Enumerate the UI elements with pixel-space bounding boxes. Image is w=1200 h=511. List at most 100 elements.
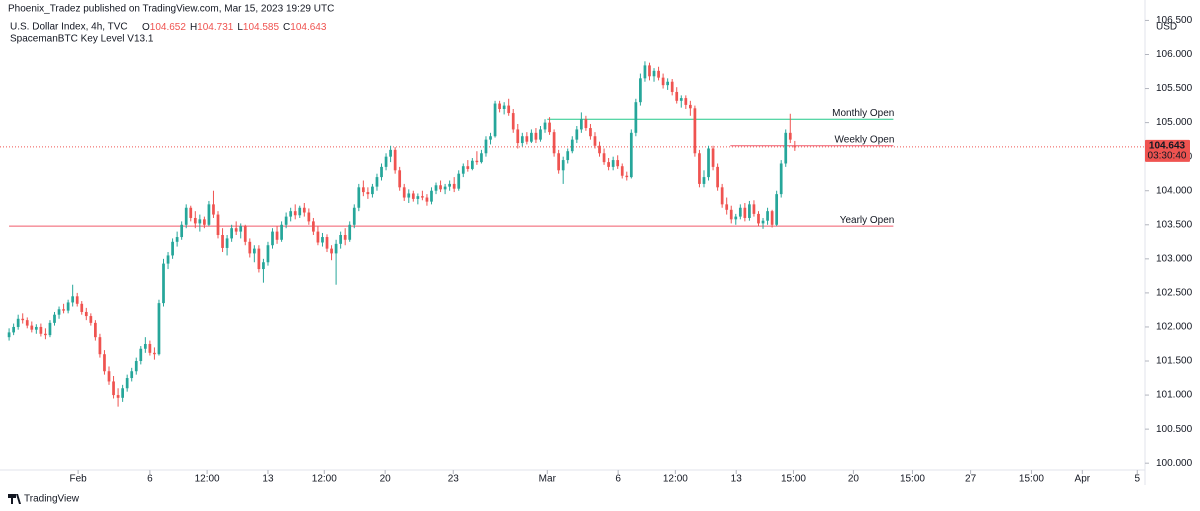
candle-body <box>648 65 651 77</box>
candle-body <box>357 187 361 208</box>
y-tick-label: 103.000 <box>1156 253 1193 264</box>
candle-body <box>661 77 665 86</box>
candle-body <box>775 194 779 225</box>
candle-body <box>652 70 656 77</box>
x-tick-label: 12:00 <box>195 474 220 485</box>
candle-body <box>184 207 188 225</box>
candle-body <box>575 129 579 140</box>
candle-body <box>66 302 70 311</box>
candle-body <box>784 132 788 164</box>
candle-body <box>480 153 483 163</box>
candle-body <box>611 160 615 167</box>
candle-body <box>643 65 647 79</box>
candle-body <box>425 197 429 202</box>
candle-body <box>461 166 465 174</box>
x-tick-label: 20 <box>380 474 392 485</box>
x-tick-label: 27 <box>965 474 977 485</box>
candle-body <box>498 103 501 109</box>
chart-title: U.S. Dollar Index, 4h, TVC <box>10 22 128 33</box>
candle-body <box>148 343 152 353</box>
candle-body <box>448 183 452 187</box>
candle-body <box>116 395 120 398</box>
candle-body <box>761 220 765 224</box>
brand-logo: TradingView <box>8 494 80 505</box>
ohlc-key: O <box>142 22 150 33</box>
y-tick-label: 100.500 <box>1156 424 1193 435</box>
y-tick-label: 103.500 <box>1156 219 1193 230</box>
candle-body <box>579 119 583 130</box>
candle-body <box>71 296 75 303</box>
candle-body <box>620 166 624 176</box>
candle-body <box>339 235 342 244</box>
x-tick-label: 15:00 <box>900 474 925 485</box>
candle-body <box>729 209 733 220</box>
candle-body <box>466 166 470 169</box>
candle-body <box>271 231 274 246</box>
candle-body <box>234 228 238 232</box>
candle-body <box>557 153 561 171</box>
last-price-box <box>1145 139 1190 162</box>
candle-body <box>434 185 438 191</box>
logo-icon <box>8 494 21 504</box>
candle-body <box>103 354 106 372</box>
candle-body <box>493 103 497 137</box>
candle-body <box>402 187 406 198</box>
candle-body <box>316 231 320 243</box>
candle-body <box>130 371 134 379</box>
candle-body <box>44 333 47 336</box>
candle-body <box>39 326 43 334</box>
x-tick-label: Mar <box>539 474 557 485</box>
candle-body <box>134 361 138 372</box>
candle-body <box>307 212 311 222</box>
x-tick-label: 12:00 <box>663 474 688 485</box>
key-level-label: Yearly Open <box>840 215 895 226</box>
candle-body <box>589 128 592 137</box>
candle-body <box>684 98 688 105</box>
candle-body <box>698 153 701 184</box>
candle-body <box>421 196 424 198</box>
x-tick-label: 15:00 <box>1019 474 1044 485</box>
ohlc-key: C <box>283 22 290 33</box>
x-tick-label: 12:00 <box>312 474 337 485</box>
y-tick-label: 100.000 <box>1156 458 1193 469</box>
candle-body <box>607 162 610 167</box>
y-tick-label: 102.000 <box>1156 322 1193 333</box>
candle-body <box>216 214 220 235</box>
candle-body <box>189 207 193 218</box>
candle-body <box>716 166 719 188</box>
candle-body <box>711 148 715 167</box>
candle-body <box>330 248 333 254</box>
candle-body <box>321 237 324 243</box>
candle-body <box>139 348 143 362</box>
candle-body <box>407 193 411 198</box>
candle-body <box>312 221 315 232</box>
candle-body <box>275 231 279 240</box>
y-tick-label: 106.500 <box>1156 15 1193 26</box>
y-tick-label: 102.500 <box>1156 288 1193 299</box>
key-level-label: Weekly Open <box>835 134 895 145</box>
candle-body <box>180 224 184 238</box>
candle-body <box>243 226 247 242</box>
candle-body <box>525 136 529 142</box>
ohlc-value: 104.652 <box>150 22 187 33</box>
candle-body <box>361 187 365 193</box>
candle-body <box>520 136 524 144</box>
candle-body <box>629 132 633 178</box>
y-tick-label: 104.000 <box>1156 185 1193 196</box>
candle-body <box>162 263 165 304</box>
candle-body <box>452 183 456 189</box>
candle-body <box>380 166 383 178</box>
candle-body <box>280 224 283 240</box>
candle-body <box>157 303 161 355</box>
candle-body <box>475 160 479 163</box>
ohlc-key: L <box>237 22 243 33</box>
candle-body <box>543 122 547 130</box>
candle-body <box>203 219 206 225</box>
candle-body <box>502 105 506 109</box>
last-price-label: 104.643 <box>1149 141 1186 152</box>
ohlc-legend: O104.652 H104.731 L104.585 C104.643 <box>142 22 327 33</box>
candle-body <box>539 129 542 140</box>
candle-body <box>25 320 29 326</box>
candle-body <box>530 132 533 142</box>
